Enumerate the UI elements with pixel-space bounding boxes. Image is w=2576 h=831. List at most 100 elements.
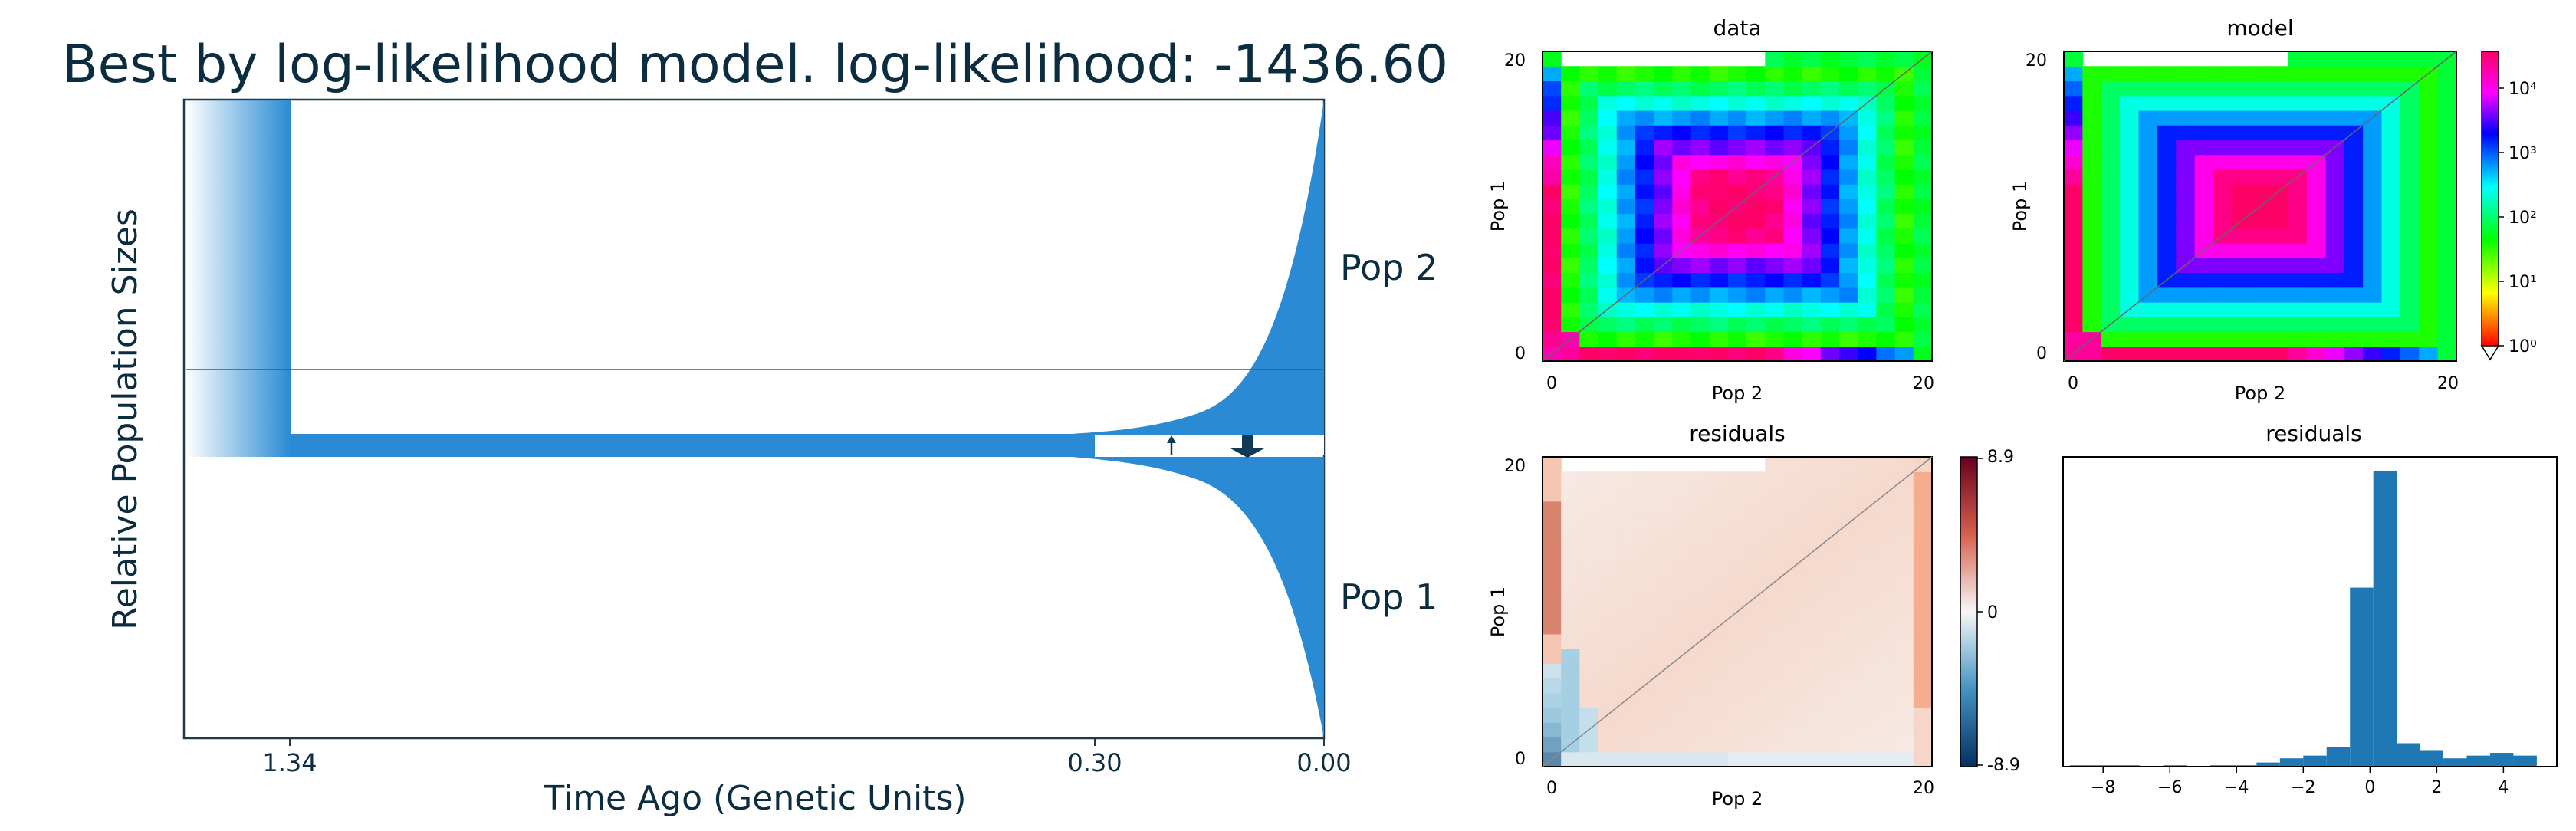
heatmap-cell — [1765, 199, 1785, 215]
residual-cell — [1616, 530, 1636, 547]
heatmap-cell — [1783, 169, 1803, 185]
residual-map-panel: residuals 20 0 0 20 Pop 2 Pop 1 — [1487, 421, 1934, 810]
residual-cell — [1913, 486, 1933, 502]
heatmap-cell — [1746, 258, 1766, 274]
residual-cell — [1543, 722, 1562, 738]
heatmap-cell — [2101, 287, 2121, 303]
heatmap-cell — [2419, 243, 2439, 258]
heatmap-cell — [1561, 243, 1580, 258]
heatmap-cell — [1709, 346, 1729, 362]
heatmap-cell — [1543, 80, 1562, 97]
residual-cell — [1894, 619, 1914, 635]
heatmap-cell — [2101, 110, 2121, 126]
heatmap-cell — [1616, 272, 1636, 288]
residual-cell — [1616, 574, 1636, 590]
heatmap-cell — [2082, 272, 2102, 288]
heatmap-cell — [2213, 272, 2233, 288]
histogram-bars — [2069, 470, 2537, 767]
heatmap-cell — [2419, 331, 2439, 347]
heatmap-cell — [1765, 258, 1785, 274]
ancestral-fade — [186, 100, 291, 457]
heatmap-cell — [1543, 228, 1562, 244]
residual-cell — [1858, 545, 1878, 561]
heatmap-cell — [1727, 154, 1747, 170]
heatmap-cell — [2120, 228, 2140, 244]
heatmap-cell — [2138, 228, 2158, 244]
residual-cell — [1765, 649, 1785, 664]
heatmap-cell — [2363, 346, 2383, 362]
residual-cell — [1783, 737, 1803, 753]
heatmap-cell — [1802, 258, 1822, 274]
heatmap-cell — [2082, 317, 2102, 333]
heatmap-cell — [2381, 140, 2401, 156]
heatmap-cell — [2344, 199, 2364, 215]
heatmap-cell — [1691, 184, 1710, 199]
heatmap-cell — [1654, 95, 1673, 111]
heatmap-cell — [2101, 184, 2121, 199]
residual-cell — [1654, 530, 1673, 547]
heatmap-cell — [2232, 80, 2252, 97]
residual-cell — [1858, 663, 1878, 679]
heatmap-cell — [2381, 243, 2401, 258]
heatmap-cell — [1598, 317, 1618, 333]
resid-y-tick-label: 0 — [1515, 750, 1526, 769]
migration-arrow-small — [1167, 435, 1176, 455]
heatmap-cell — [1598, 199, 1618, 215]
residual-cell — [1802, 708, 1822, 723]
residual-cell — [1561, 722, 1580, 738]
heatmap-cell — [1598, 184, 1618, 199]
heatmap-cell — [1672, 258, 1692, 274]
heatmap-cell — [1598, 272, 1618, 288]
heatmap-cell — [2120, 331, 2140, 347]
heatmap-cell — [2064, 66, 2083, 82]
heatmap-cell — [1746, 95, 1766, 111]
heatmap-cell — [1672, 140, 1692, 156]
residual-cell — [1635, 501, 1654, 517]
residual-cell — [1691, 560, 1710, 576]
heatmap-cell — [2306, 287, 2326, 303]
heatmap-cell — [2194, 258, 2214, 274]
heatmap-cell — [1894, 228, 1914, 244]
residual-cell — [1616, 722, 1636, 738]
data-x-tick-label: 0 — [1546, 374, 1557, 393]
residual-cell — [1598, 486, 1618, 502]
heatmap-cell — [1802, 80, 1822, 97]
residual-cell — [1746, 560, 1766, 576]
heatmap-cell — [1913, 95, 1933, 111]
residual-cell — [1913, 737, 1933, 753]
heatmap-cell — [1635, 331, 1654, 347]
heatmap-cell — [2194, 140, 2214, 156]
heatmap-cell — [2194, 317, 2214, 333]
heatmap-cell — [1839, 317, 1858, 333]
heatmap-cell — [1561, 125, 1580, 141]
heatmap-cell — [1691, 346, 1710, 362]
heatmap-cell — [1616, 346, 1636, 362]
residual-cell — [1820, 545, 1840, 561]
residual-cell — [1802, 751, 1822, 767]
heatmap-cell — [2288, 125, 2308, 141]
heatmap-cell — [2344, 228, 2364, 244]
time-tick-label: 0.00 — [1296, 748, 1351, 777]
residual-cell — [1691, 590, 1710, 605]
residual-cell — [1839, 619, 1858, 635]
heatmap-cell — [2250, 80, 2270, 97]
residual-cell — [1691, 722, 1710, 738]
model-y-axis-label: Pop 1 — [2009, 181, 2031, 232]
heatmap-cell — [2213, 125, 2233, 141]
heatmap-cell — [1691, 80, 1710, 97]
residual-cell — [1894, 708, 1914, 723]
heatmap-cell — [2194, 302, 2214, 317]
residual-cell — [1746, 486, 1766, 502]
heatmap-cell — [2363, 243, 2383, 258]
residual-cell — [1876, 574, 1896, 590]
heatmap-cell — [2194, 125, 2214, 141]
heatmap-cell — [1616, 243, 1636, 258]
histogram-bar — [2279, 758, 2304, 767]
residual-cell — [1635, 722, 1654, 738]
heatmap-cell — [2269, 258, 2289, 274]
heatmap-cell — [1543, 184, 1562, 199]
heatmap-cell — [1654, 331, 1673, 347]
residual-cell — [1783, 663, 1803, 679]
heatmap-cell — [2250, 169, 2270, 185]
heatmap-cell — [2232, 243, 2252, 258]
